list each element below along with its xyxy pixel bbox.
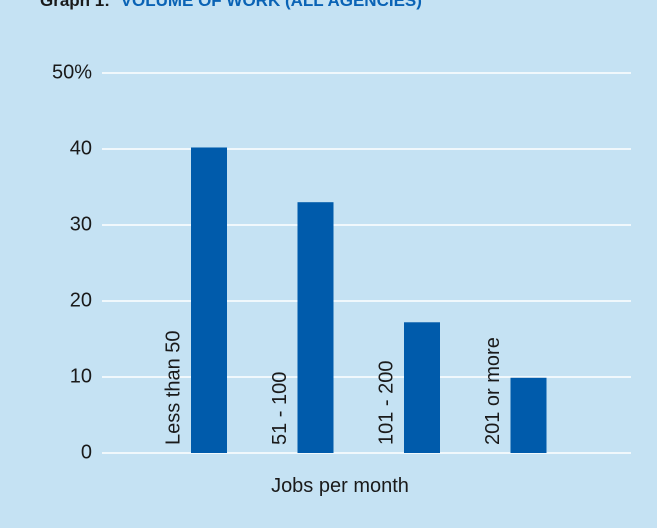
bar — [191, 147, 227, 454]
y-tick-label: 10 — [70, 365, 92, 387]
category-label: 51 - 100 — [269, 372, 291, 445]
category-label: 101 - 200 — [375, 360, 397, 445]
y-tick-label: 40 — [70, 137, 92, 159]
category-labels: Less than 50 51 - 100 101 - 200 201 or more — [162, 330, 504, 445]
bar — [404, 322, 440, 453]
bar — [297, 202, 334, 453]
chart-title: Graph 1: VOLUME OF WORK (ALL AGENCIES) — [40, 0, 422, 10]
y-tick-label: 50% — [52, 61, 92, 83]
bars — [191, 147, 547, 454]
chart-title-main: VOLUME OF WORK (ALL AGENCIES) — [121, 0, 422, 10]
x-axis-title: Jobs per month — [271, 475, 409, 497]
chart-title-prefix: Graph 1: — [40, 0, 110, 10]
y-tick-label: 30 — [70, 213, 92, 235]
bar — [510, 377, 547, 453]
category-label: Less than 50 — [162, 330, 184, 445]
y-tick-label: 0 — [81, 441, 92, 463]
category-label: 201 or more — [482, 337, 504, 445]
y-axis-tick-labels: 0 10 20 30 40 50% — [52, 61, 92, 463]
y-tick-label: 20 — [70, 289, 92, 311]
